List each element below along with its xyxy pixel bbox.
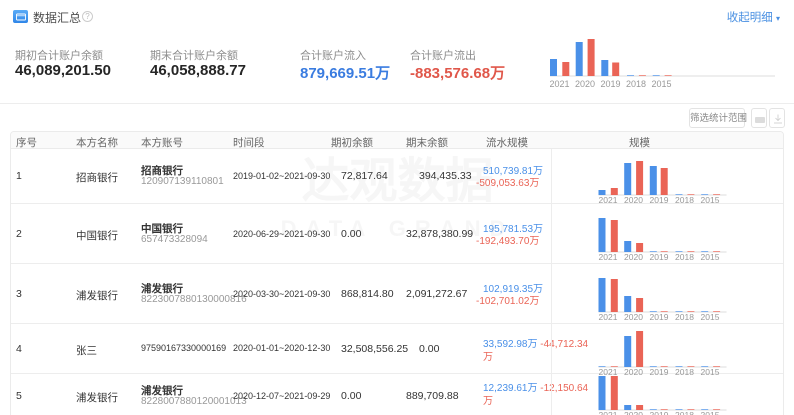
svg-text:2019: 2019	[650, 410, 669, 415]
svg-text:2021: 2021	[550, 79, 570, 89]
svg-text:2015: 2015	[701, 252, 720, 261]
svg-text:2020: 2020	[624, 410, 643, 415]
svg-text:2019: 2019	[650, 195, 669, 204]
svg-text:2015: 2015	[651, 79, 671, 89]
svg-text:2018: 2018	[675, 312, 694, 321]
svg-text:2021: 2021	[599, 410, 618, 415]
svg-text:2020: 2020	[624, 312, 643, 321]
svg-text:2018: 2018	[675, 252, 694, 261]
svg-text:2021: 2021	[599, 195, 618, 204]
svg-text:2020: 2020	[624, 195, 643, 204]
svg-text:2020: 2020	[575, 79, 595, 89]
svg-text:2018: 2018	[675, 195, 694, 204]
svg-text:2019: 2019	[650, 312, 669, 321]
svg-text:2015: 2015	[701, 312, 720, 321]
svg-text:2015: 2015	[701, 410, 720, 415]
svg-text:2018: 2018	[675, 410, 694, 415]
svg-text:2018: 2018	[626, 79, 646, 89]
svg-text:2020: 2020	[624, 252, 643, 261]
svg-text:2021: 2021	[599, 252, 618, 261]
svg-text:2015: 2015	[701, 195, 720, 204]
svg-text:2019: 2019	[600, 79, 620, 89]
svg-text:2019: 2019	[650, 252, 669, 261]
svg-text:2021: 2021	[599, 312, 618, 321]
